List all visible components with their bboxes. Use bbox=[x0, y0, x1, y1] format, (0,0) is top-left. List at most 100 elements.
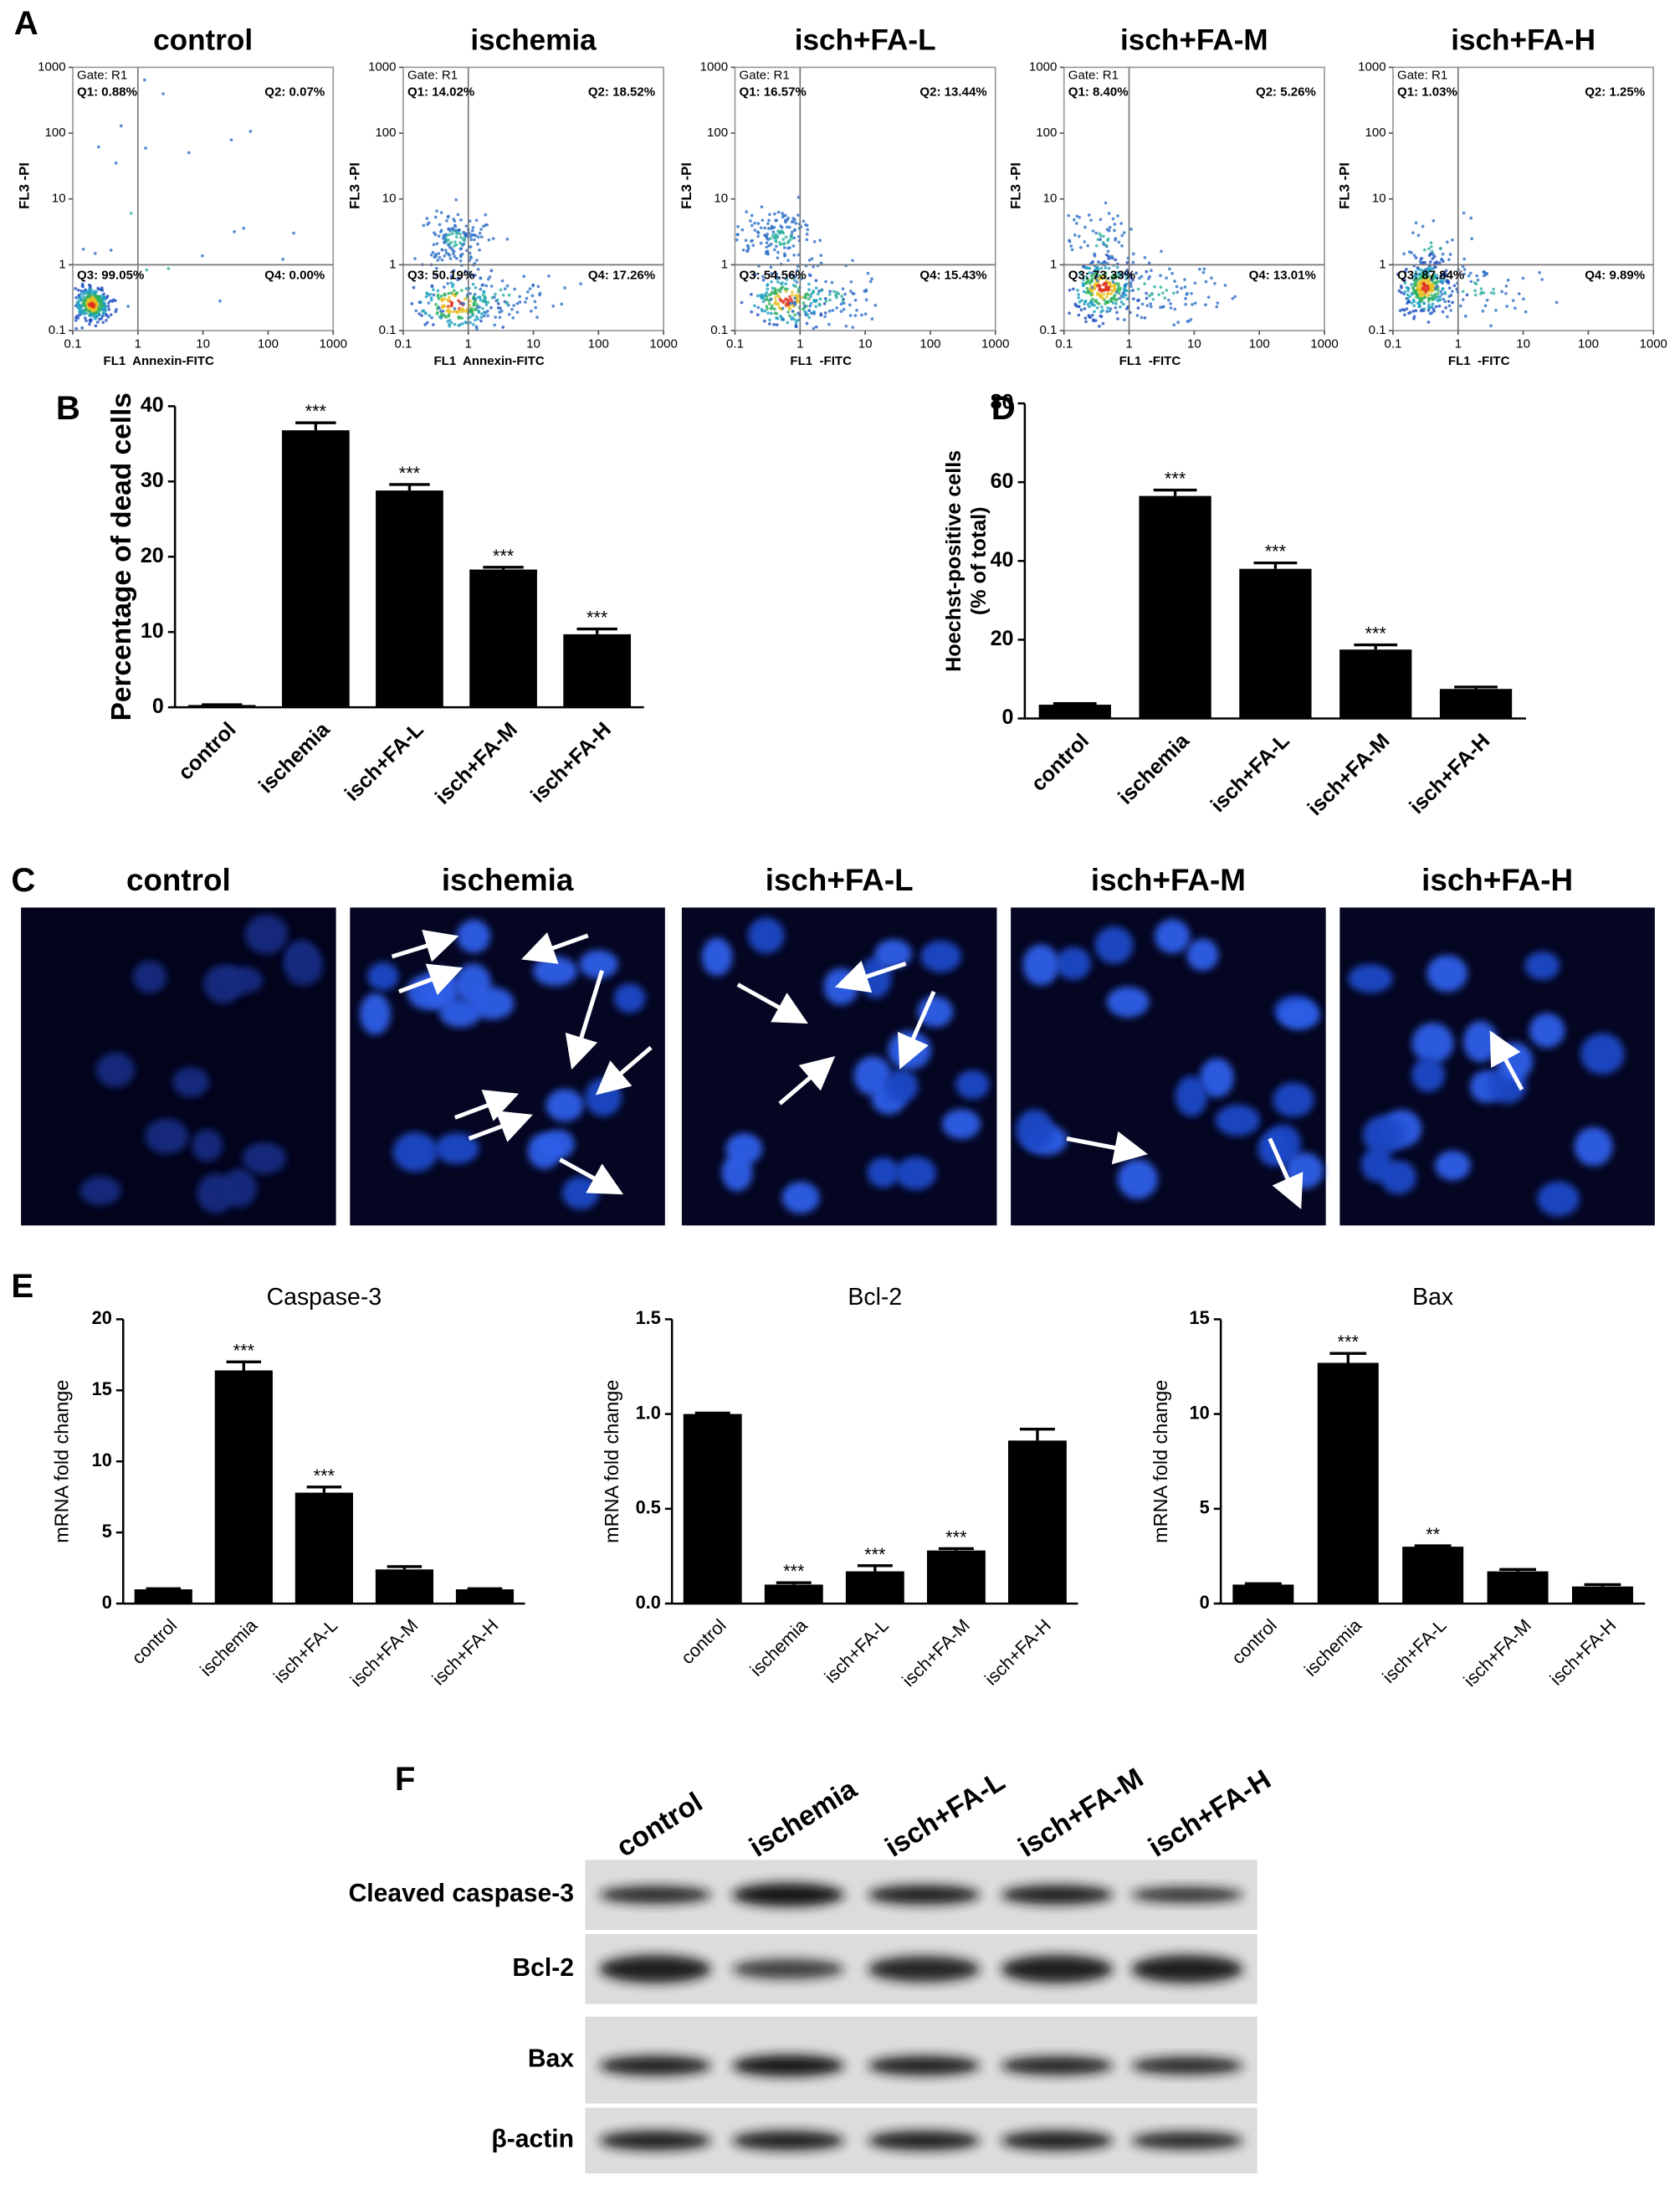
flow-dot bbox=[1418, 259, 1422, 264]
flow-dot bbox=[744, 239, 748, 243]
flow-dot bbox=[76, 288, 80, 292]
flow-dot bbox=[143, 78, 146, 82]
flow-dot bbox=[469, 291, 472, 295]
flow-dot bbox=[789, 297, 793, 301]
flow-dot bbox=[1090, 271, 1094, 274]
flow-dot bbox=[868, 280, 873, 284]
flow-dot bbox=[1412, 315, 1416, 319]
flow-dot bbox=[1429, 241, 1433, 244]
panel-label: B bbox=[56, 389, 80, 427]
flow-dot bbox=[1430, 278, 1433, 282]
flow-dot bbox=[1076, 288, 1079, 292]
flow-dot bbox=[1439, 247, 1442, 250]
flow-dot bbox=[787, 314, 791, 318]
flow-dot bbox=[776, 280, 780, 284]
y-tick-label: 0.1 bbox=[379, 323, 397, 337]
flow-dot bbox=[432, 323, 435, 326]
blot-band bbox=[599, 1955, 712, 1983]
cell-nucleus bbox=[197, 1173, 236, 1213]
flow-dot bbox=[1461, 264, 1465, 269]
flow-dot bbox=[1422, 274, 1426, 279]
flow-dot bbox=[1538, 270, 1542, 274]
flow-dot bbox=[788, 225, 791, 229]
flow-dot bbox=[460, 307, 464, 311]
flow-dot bbox=[1489, 290, 1493, 295]
flow-dot bbox=[1397, 289, 1401, 293]
flow-dot bbox=[750, 213, 754, 218]
flow-dot bbox=[1077, 305, 1081, 309]
flow-dot bbox=[494, 292, 497, 296]
bar bbox=[683, 1414, 742, 1604]
flow-dot bbox=[1115, 310, 1119, 315]
flow-dot bbox=[1099, 314, 1103, 318]
bar bbox=[764, 1584, 823, 1604]
flow-dot bbox=[536, 285, 540, 289]
flow-dot bbox=[489, 285, 494, 288]
flow-dot bbox=[1440, 292, 1444, 296]
flow-dot bbox=[458, 310, 462, 314]
flow-dot bbox=[433, 254, 438, 259]
bar bbox=[1571, 1586, 1633, 1604]
flow-dot bbox=[765, 245, 769, 249]
flow-dot bbox=[459, 301, 464, 305]
flow-dot bbox=[438, 230, 443, 233]
flow-dot bbox=[1104, 244, 1108, 247]
flow-title: control bbox=[153, 24, 253, 57]
flow-dot bbox=[1426, 293, 1430, 297]
y-tick-label: 0.0 bbox=[636, 1592, 661, 1613]
quadrant-label: Q3: 73.33% bbox=[1068, 269, 1135, 283]
flow-dot bbox=[1447, 300, 1451, 303]
y-axis-label: FL3 -PI bbox=[1007, 162, 1023, 209]
y-tick-label: 1000 bbox=[700, 59, 728, 74]
x-tick-label: 0.1 bbox=[394, 337, 412, 351]
flow-dot bbox=[1116, 287, 1120, 290]
cell-nucleus bbox=[884, 1069, 919, 1103]
cell-nucleus bbox=[527, 1132, 561, 1169]
flow-dot bbox=[1206, 295, 1211, 300]
flow-dot bbox=[126, 305, 130, 308]
error-bar bbox=[483, 566, 524, 570]
flow-dot bbox=[822, 302, 827, 305]
flow-dot bbox=[413, 257, 417, 260]
flow-dot bbox=[1437, 261, 1442, 264]
flow-dot bbox=[448, 242, 452, 246]
flow-dot bbox=[1068, 288, 1072, 292]
lane-label: control bbox=[612, 1787, 709, 1863]
flow-dot bbox=[1095, 306, 1099, 310]
flow-dot bbox=[790, 273, 794, 277]
flow-dot bbox=[1427, 282, 1431, 286]
flow-dot bbox=[827, 293, 832, 296]
flow-dot bbox=[819, 261, 823, 265]
flow-dot bbox=[579, 282, 582, 285]
flow-dot bbox=[1437, 298, 1441, 302]
flow-dot bbox=[79, 299, 83, 303]
flow-dot bbox=[496, 298, 499, 302]
flow-dot bbox=[1231, 296, 1235, 300]
flow-dot bbox=[87, 290, 90, 294]
y-axis-label: mRNA fold change bbox=[601, 1380, 622, 1543]
flow-dot bbox=[1082, 278, 1086, 281]
flow-dot bbox=[1175, 285, 1179, 289]
flow-dot bbox=[1101, 321, 1105, 326]
flow-dot bbox=[818, 297, 822, 301]
flow-dot bbox=[766, 287, 770, 291]
flow-dot bbox=[1494, 308, 1498, 312]
flow-dot bbox=[769, 265, 773, 269]
flow-dot bbox=[792, 236, 796, 240]
flow-dot bbox=[1431, 257, 1435, 260]
flow-dot bbox=[1441, 310, 1445, 314]
cell-nucleus bbox=[172, 1066, 210, 1098]
flow-dot bbox=[796, 293, 799, 297]
flow-dot bbox=[1092, 319, 1096, 323]
flow-dot bbox=[417, 312, 422, 316]
bar bbox=[214, 1370, 273, 1604]
flow-dot bbox=[218, 299, 222, 303]
flow-dot bbox=[835, 306, 838, 310]
flow-dot bbox=[87, 283, 91, 287]
blot-band bbox=[868, 1885, 981, 1905]
flow-dot bbox=[1416, 233, 1421, 238]
image-title: control bbox=[126, 863, 231, 897]
flow-dot bbox=[106, 315, 110, 319]
x-tick-label: isch+FA-H bbox=[1545, 1614, 1620, 1689]
chart-title: Bax bbox=[1412, 1284, 1453, 1311]
